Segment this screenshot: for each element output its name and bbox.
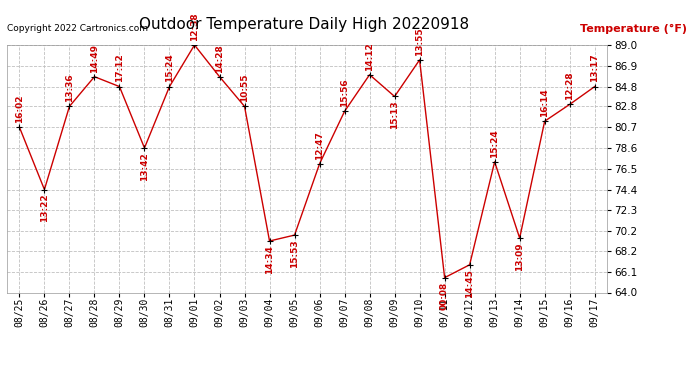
Text: 16:14: 16:14 <box>540 88 549 117</box>
Text: Temperature (°F): Temperature (°F) <box>580 24 687 34</box>
Text: 14:28: 14:28 <box>215 44 224 72</box>
Text: 12:28: 12:28 <box>565 72 574 100</box>
Text: 10:55: 10:55 <box>240 74 249 102</box>
Text: Copyright 2022 Cartronics.com: Copyright 2022 Cartronics.com <box>7 24 148 33</box>
Text: 13:55: 13:55 <box>415 27 424 56</box>
Text: 17:12: 17:12 <box>115 54 124 82</box>
Text: 15:24: 15:24 <box>165 54 174 82</box>
Text: 15:13: 15:13 <box>390 100 399 129</box>
Text: 13:36: 13:36 <box>65 74 74 102</box>
Text: 16:02: 16:02 <box>15 94 24 123</box>
Text: 15:56: 15:56 <box>340 78 349 107</box>
Text: 14:45: 14:45 <box>465 269 474 298</box>
Text: 15:53: 15:53 <box>290 239 299 268</box>
Text: 13:42: 13:42 <box>140 152 149 181</box>
Text: 00:08: 00:08 <box>440 282 449 310</box>
Text: 13:09: 13:09 <box>515 242 524 271</box>
Text: 13:17: 13:17 <box>590 54 599 82</box>
Text: 13:22: 13:22 <box>40 194 49 222</box>
Text: 14:34: 14:34 <box>265 245 274 274</box>
Text: 12:38: 12:38 <box>190 12 199 41</box>
Text: Outdoor Temperature Daily High 20220918: Outdoor Temperature Daily High 20220918 <box>139 17 469 32</box>
Text: 14:12: 14:12 <box>365 42 374 70</box>
Text: 15:24: 15:24 <box>490 129 499 158</box>
Text: 14:49: 14:49 <box>90 44 99 72</box>
Text: 12:47: 12:47 <box>315 131 324 160</box>
